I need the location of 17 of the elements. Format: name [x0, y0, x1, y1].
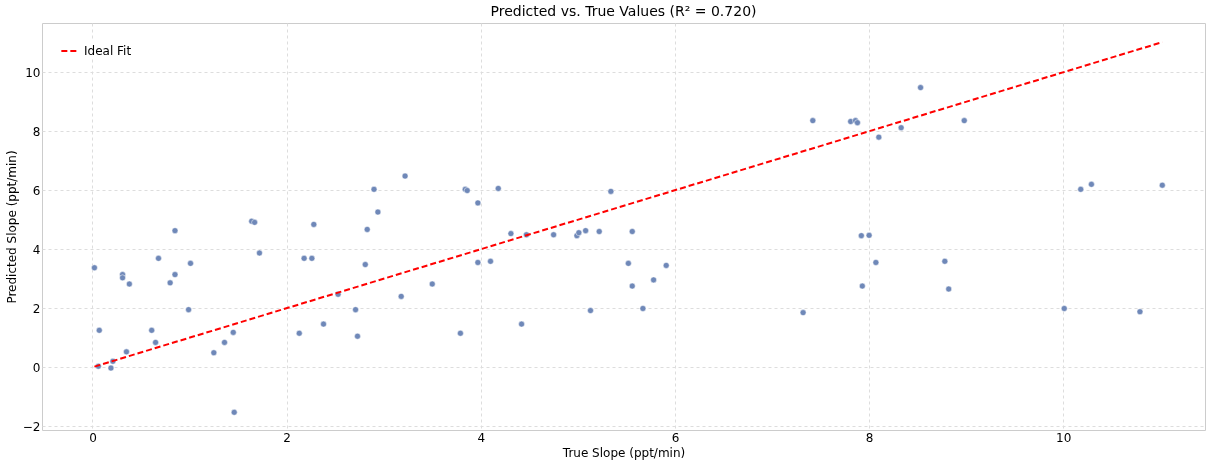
- y-tick-label: 8: [32, 124, 41, 139]
- x-tick-label: 4: [477, 430, 486, 445]
- x-tick-label: 2: [283, 430, 291, 445]
- x-axis-title: True Slope (ppt/min): [561, 445, 686, 460]
- legend-label: Ideal Fit: [84, 44, 132, 58]
- x-tick-label: 6: [671, 430, 680, 445]
- y-tick-label: 4: [32, 242, 41, 257]
- y-tick-label: 2: [32, 301, 41, 316]
- x-tick-label: 10: [1056, 430, 1072, 445]
- y-tick-label: 10: [25, 65, 41, 80]
- x-tick-label: 0: [89, 430, 97, 445]
- y-axis-title: Predicted Slope (ppt/min): [4, 150, 19, 304]
- y-tick-label: 6: [32, 183, 41, 198]
- chart-title: Predicted vs. True Values (R² = 0.720): [490, 3, 757, 19]
- y-tick-label: 0: [32, 360, 41, 375]
- x-tick-label: 8: [865, 430, 874, 445]
- y-tick-label: −2: [22, 419, 41, 434]
